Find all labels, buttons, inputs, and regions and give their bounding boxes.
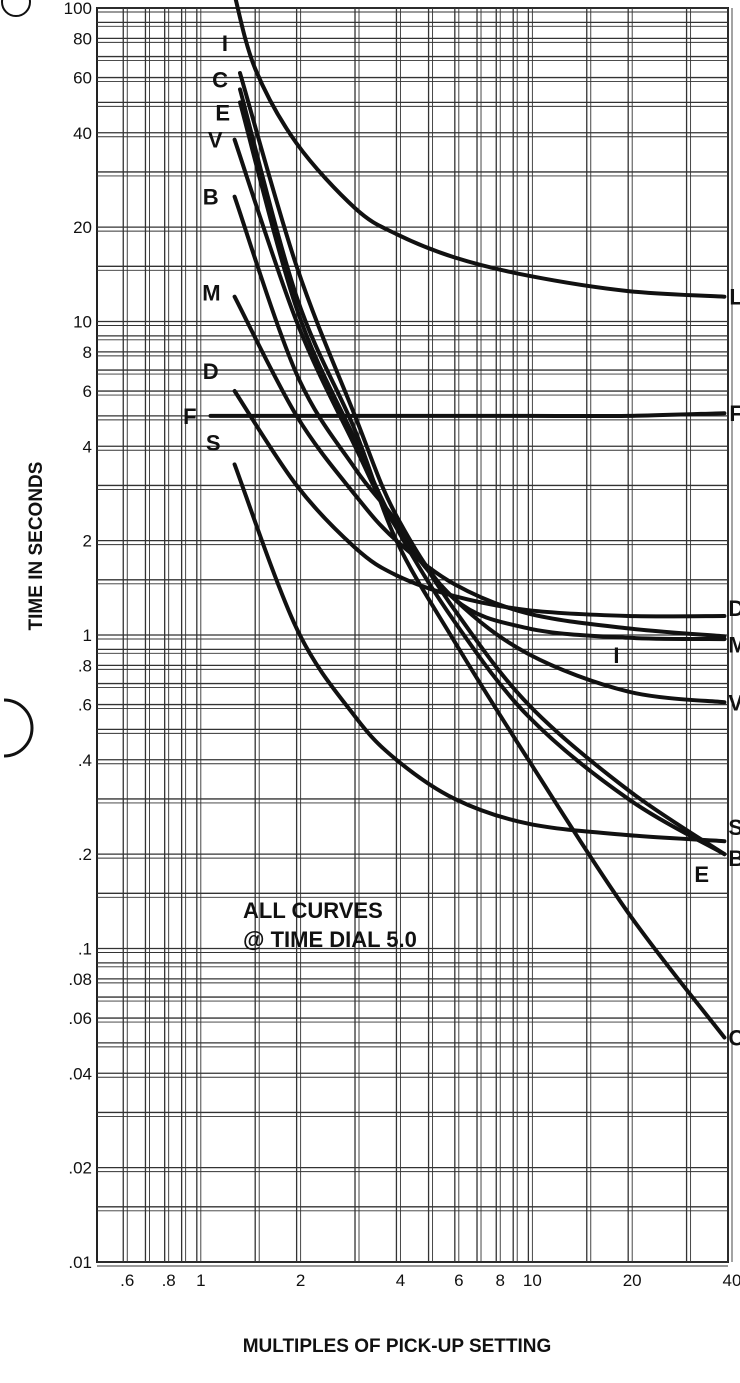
curve-label-B-start: B	[203, 185, 219, 210]
y-axis-title: TIME IN SECONDS	[26, 462, 47, 631]
curve-label-I-start: I	[222, 31, 228, 56]
x-tick-label: 2	[296, 1271, 305, 1290]
y-tick-label: 60	[73, 69, 92, 88]
y-tick-label: .8	[78, 656, 92, 675]
y-tick-label: 80	[73, 29, 92, 48]
curve-label-S-end: S	[728, 815, 740, 840]
y-tick-label: .6	[78, 696, 92, 715]
curve-label-B-end: B	[728, 846, 740, 871]
x-tick-label: 6	[454, 1271, 463, 1290]
binder-hole-top	[1, 0, 31, 17]
x-axis-title: MULTIPLES OF PICK-UP SETTING	[243, 1336, 552, 1357]
y-tick-label: .2	[78, 845, 92, 864]
y-tick-label: .01	[68, 1253, 92, 1272]
y-tick-label: .04	[68, 1064, 92, 1083]
curve-V	[232, 137, 727, 705]
x-tick-labels: .6 .8 1 2 4 6 8 10 20 40	[120, 1271, 740, 1290]
curve-label-F-start: F	[183, 404, 196, 429]
curve-M	[232, 294, 727, 639]
curve-C	[238, 87, 727, 1040]
y-tick-label: .08	[68, 970, 92, 989]
curve-label-I-end: I	[613, 643, 619, 668]
y-tick-label: 6	[83, 382, 92, 401]
curve-label-V-start: V	[208, 128, 223, 153]
y-tick-label: 4	[83, 437, 92, 456]
x-tick-label: 20	[623, 1271, 642, 1290]
curve-label-D-start: D	[203, 359, 219, 384]
curve-S	[232, 462, 727, 844]
y-tick-labels: 100 80 60 40 20 10 8 6 4 2 1 .8 .6 .4 .2 .1 .08 .06 .04 .02…	[64, 0, 92, 1272]
y-tick-label: 40	[73, 124, 92, 143]
x-tick-label: .8	[162, 1271, 176, 1290]
y-tick-label: 1	[83, 626, 92, 645]
x-tick-label: 1	[196, 1271, 205, 1290]
x-tick-label: 40	[723, 1271, 740, 1290]
y-tick-label: .4	[78, 751, 92, 770]
y-tick-label: 8	[83, 343, 92, 362]
y-tick-label: 20	[73, 218, 92, 237]
curve-label-M-start: M	[202, 281, 220, 306]
binder-hole	[3, 698, 34, 758]
curve-F	[208, 411, 727, 419]
curve-E	[238, 100, 727, 857]
x-tick-label: 4	[396, 1271, 405, 1290]
curve-label-S-start: S	[206, 430, 221, 455]
curve-label-C-end: C	[728, 1026, 740, 1051]
curve-D	[232, 389, 727, 619]
curve-L	[233, 0, 727, 299]
y-tick-label: .06	[68, 1009, 92, 1028]
chart-curves	[208, 0, 727, 1040]
y-tick-label: 2	[83, 532, 92, 551]
curve-label-L-end: L	[729, 285, 740, 310]
curve-labels: LICEVBMDFSLFDMIVSEBC	[183, 0, 740, 1051]
x-tick-label: 8	[496, 1271, 505, 1290]
y-tick-label: 10	[73, 313, 92, 332]
curve-label-E-start: E	[215, 100, 230, 125]
y-tick-label: 100	[64, 0, 92, 18]
annotation-line-1: ALL CURVES	[243, 898, 383, 923]
curve-label-D-end: D	[728, 596, 740, 621]
annotation-line-2: @ TIME DIAL 5.0	[243, 927, 417, 952]
curve-label-C-start: C	[212, 67, 228, 92]
curve-label-F-end: F	[729, 401, 740, 426]
y-tick-label: .1	[78, 940, 92, 959]
x-tick-label: 10	[523, 1271, 542, 1290]
x-tick-label: .6	[120, 1271, 134, 1290]
y-tick-label: .02	[68, 1159, 92, 1178]
curve-label-V-end: V	[728, 690, 740, 715]
curve-label-M-end: M	[728, 632, 740, 657]
curve-label-E-end: E	[694, 862, 709, 887]
